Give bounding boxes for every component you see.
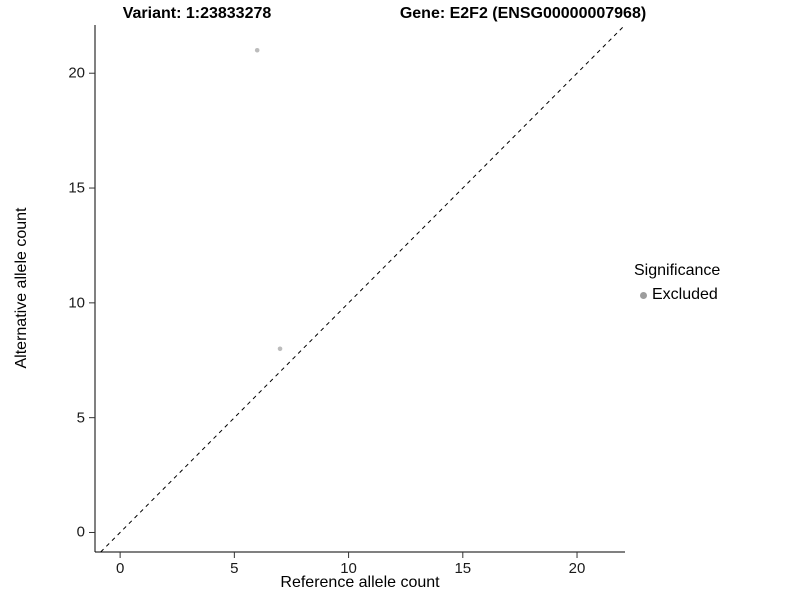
data-point: [254, 47, 260, 53]
y-axis-title: Alternative allele count: [13, 207, 30, 369]
legend-entry-excluded: Excluded: [640, 286, 720, 304]
x-tick-label: 0: [115, 560, 125, 577]
y-tick-label: 15: [68, 179, 85, 197]
y-tick-label: 20: [68, 64, 85, 82]
y-tick-label: 10: [68, 294, 85, 312]
plot-title-variant: Variant: 1:23833278: [122, 5, 272, 22]
y-tick-label: 5: [76, 409, 85, 427]
x-axis-title: Reference allele count: [280, 574, 440, 591]
x-tick-label: 5: [230, 560, 239, 577]
data-point: [277, 346, 283, 352]
legend-entry-label: Excluded: [652, 286, 718, 303]
legend-title: Significance: [634, 262, 721, 279]
x-tick-label: 20: [568, 560, 586, 577]
x-tick-label: 10: [340, 560, 357, 577]
x-tick-label: 15: [454, 560, 472, 577]
y-tick-label: 0: [76, 523, 85, 541]
identity-line: [100, 24, 626, 553]
legend: Significance Excluded: [634, 262, 720, 304]
legend-point-swatch: [640, 291, 647, 299]
plot-title-gene: Gene: E2F2 (ENSG00000007968): [399, 5, 647, 22]
